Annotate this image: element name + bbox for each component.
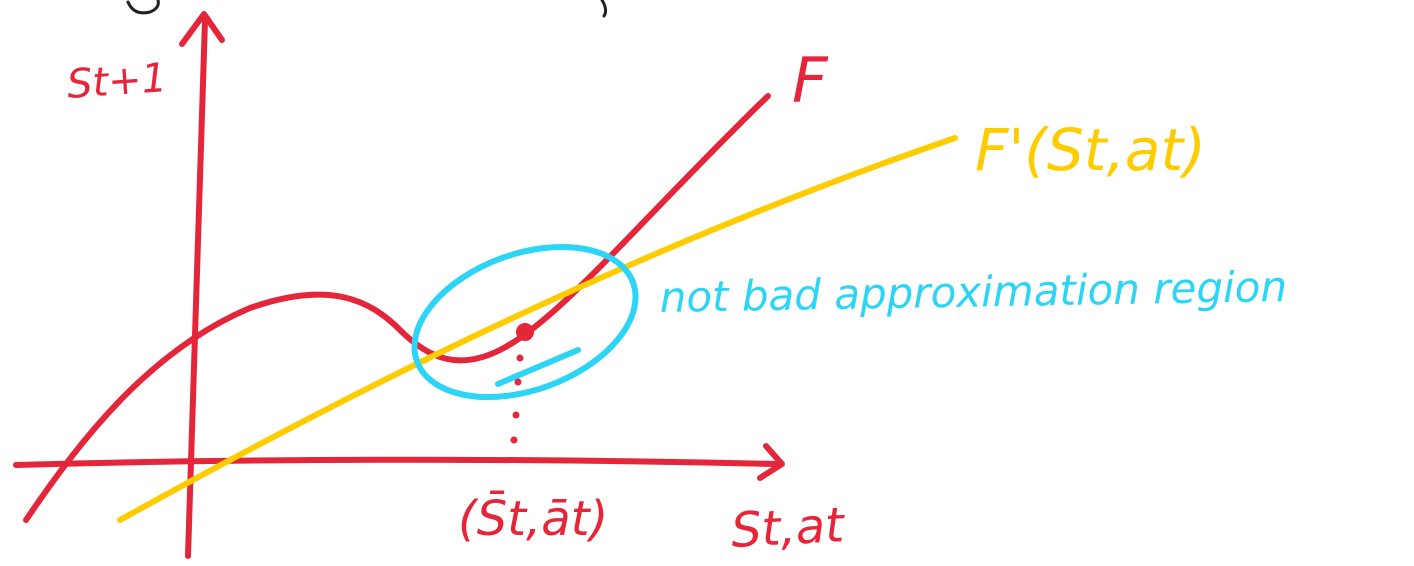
operating-point-label: (S̄t,āt)	[458, 490, 608, 547]
x-axis	[13, 443, 785, 481]
approximation-region	[411, 243, 639, 401]
region-label: not bad approximation region	[659, 262, 1287, 322]
tangent-line-label: F'(St,at)	[975, 116, 1206, 184]
function-curve	[23, 93, 771, 523]
x-axis-label: St,at	[730, 497, 848, 559]
approximation-line	[117, 135, 958, 523]
cropped-top-text	[126, 0, 608, 18]
operating-point	[510, 323, 534, 444]
y-axis	[179, 11, 225, 559]
y-axis-label: St+1	[65, 55, 168, 108]
curve-label: F	[792, 44, 829, 117]
